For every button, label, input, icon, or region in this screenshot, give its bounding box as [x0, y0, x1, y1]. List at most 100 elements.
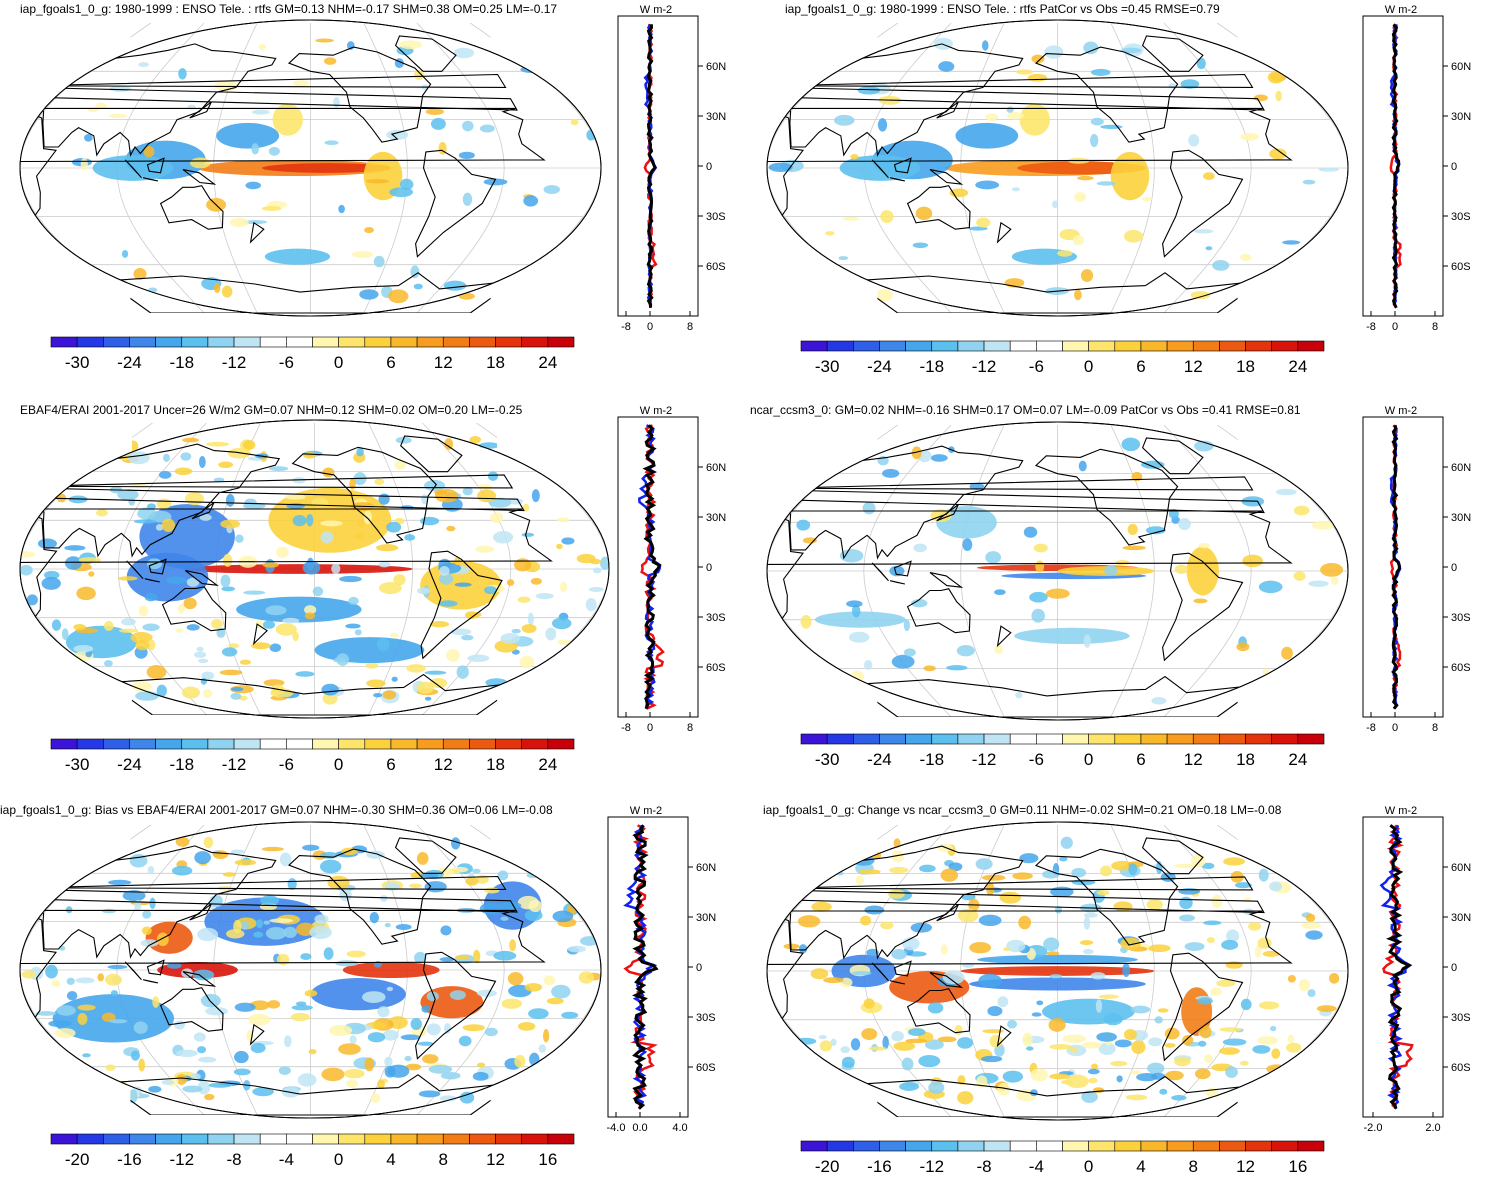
colorbar-swatch [547, 336, 575, 348]
profile-tick-label: 0 [647, 321, 653, 332]
colorbar-swatch [852, 340, 880, 352]
colorbar-swatch [1088, 1140, 1116, 1152]
panel-title: ncar_ccsm3_0: GM=0.02 NHM=-0.16 SHM=0.17… [750, 403, 1301, 417]
colorbar-label: 0 [1084, 750, 1093, 769]
colorbar-label: -8 [226, 1150, 241, 1169]
lat-tick-label: 0 [1451, 962, 1457, 974]
lat-tick-label: 0 [706, 161, 712, 173]
colorbar-swatch [826, 340, 854, 352]
colorbar-swatch [905, 340, 933, 352]
colorbar-swatch [155, 336, 183, 348]
colorbar-swatch [364, 738, 392, 750]
colorbar-swatch [338, 336, 366, 348]
colorbar-swatch [1140, 1140, 1168, 1152]
colorbar-swatch [312, 1133, 339, 1145]
colorbar-swatch [1140, 733, 1168, 745]
colorbar-label: 12 [486, 1150, 505, 1169]
profile-tick-label: 8 [1432, 722, 1438, 733]
colorbar-swatch [1297, 1140, 1325, 1152]
colorbar-swatch [1088, 733, 1116, 745]
colorbar-swatch [469, 336, 496, 348]
colorbar-label: 12 [1236, 1157, 1255, 1176]
lat-tick-label: 30N [706, 512, 726, 524]
profile-tick-label: -2.0 [1364, 1122, 1383, 1133]
zonal-mean-profile: W m-2 60N 30N 0 30S 60S -8 0 8 [1362, 4, 1471, 332]
colorbar-swatch [852, 1140, 880, 1152]
black-line [1385, 824, 1413, 1110]
colorbar-swatch [1245, 340, 1272, 352]
colorbar-label: 8 [1189, 1157, 1198, 1176]
profile-tick-label: 0 [1392, 722, 1398, 733]
lat-tick-label: 60N [1451, 462, 1471, 474]
colorbar-swatch [800, 733, 828, 745]
colorbar-label: 12 [1184, 750, 1203, 769]
colorbar-swatch [1088, 340, 1116, 352]
zonal-mean-profile: W m-2 60N 30N 0 30S 60S -8 0 8 [617, 405, 726, 733]
colorbar-swatch [1009, 733, 1037, 745]
colorbar: -30-24-18-12-60612182430 [50, 738, 575, 774]
colorbar-swatch [1297, 733, 1325, 745]
colorbar-label: -20 [65, 1150, 90, 1169]
anomaly-field [21, 836, 601, 1104]
lat-tick-label: 30S [696, 1012, 716, 1024]
colorbar-label: -20 [815, 1157, 840, 1176]
colorbar-swatch [879, 733, 906, 745]
colorbar-swatch [800, 1140, 828, 1152]
colorbar-swatch [442, 1133, 470, 1145]
colorbar-swatch [1271, 340, 1299, 352]
colorbar-swatch [416, 1133, 444, 1145]
lat-tick-label: 60S [706, 662, 726, 674]
colorbar: -30-24-18-12-60612182430 [800, 733, 1325, 769]
colorbar-label: 6 [386, 353, 395, 372]
colorbar-label: 18 [1236, 750, 1255, 769]
profile-units: W m-2 [640, 405, 672, 417]
robinson-map [19, 419, 610, 719]
colorbar-swatch [1219, 340, 1246, 352]
colorbar-swatch [1192, 1140, 1220, 1152]
colorbar-label: -6 [1029, 750, 1044, 769]
lat-tick-label: 30N [706, 111, 726, 123]
colorbar-swatch [50, 336, 78, 348]
colorbar-label: 18 [486, 353, 505, 372]
colorbar-label: 4 [1136, 1157, 1145, 1176]
lat-tick-label: 60S [696, 1062, 716, 1074]
colorbar-swatch [286, 738, 313, 750]
colorbar-swatch [338, 738, 366, 750]
colorbar-label: 0 [1084, 357, 1093, 376]
black-line [1391, 23, 1401, 309]
colorbar-label: -12 [919, 1157, 944, 1176]
colorbar-swatch [181, 738, 209, 750]
lat-tick-label: 30S [706, 211, 726, 223]
colorbar-label: -4 [1029, 1157, 1044, 1176]
lat-tick-label: 30S [1451, 211, 1471, 223]
colorbar-swatch [1271, 733, 1299, 745]
colorbar-swatch [207, 1133, 235, 1145]
colorbar-label: 12 [434, 755, 453, 774]
colorbar: -20-16-12-8-4048121620 [800, 1140, 1325, 1176]
lat-tick-label: 30S [1451, 612, 1471, 624]
colorbar-label: -24 [867, 750, 892, 769]
colorbar-label: -30 [65, 755, 90, 774]
colorbar-swatch [1192, 733, 1220, 745]
colorbar-label: 4 [386, 1150, 395, 1169]
lat-tick-label: 60N [706, 462, 726, 474]
colorbar-swatch [442, 738, 470, 750]
colorbar-label: -8 [976, 1157, 991, 1176]
colorbar-swatch [442, 336, 470, 348]
lat-tick-label: 60S [1451, 261, 1471, 273]
colorbar-swatch [800, 340, 828, 352]
colorbar-swatch [1219, 733, 1246, 745]
colorbar-label: 8 [439, 1150, 448, 1169]
panel-title: EBAF4/ERAI 2001-2017 Uncer=26 W/m2 GM=0.… [20, 403, 523, 417]
colorbar-swatch [102, 1133, 130, 1145]
colorbar-swatch [1009, 1140, 1037, 1152]
zonal-mean-profile: W m-2 60N 30N 0 30S 60S -8 0 8 [617, 4, 726, 332]
profile-tick-label: -8 [1366, 321, 1376, 332]
colorbar-swatch [286, 336, 313, 348]
colorbar-swatch [364, 336, 392, 348]
colorbar-swatch [207, 336, 235, 348]
colorbar-swatch [233, 1133, 261, 1145]
colorbar-label: -24 [117, 755, 142, 774]
robinson-map [766, 821, 1349, 1121]
colorbar-swatch [1271, 1140, 1299, 1152]
